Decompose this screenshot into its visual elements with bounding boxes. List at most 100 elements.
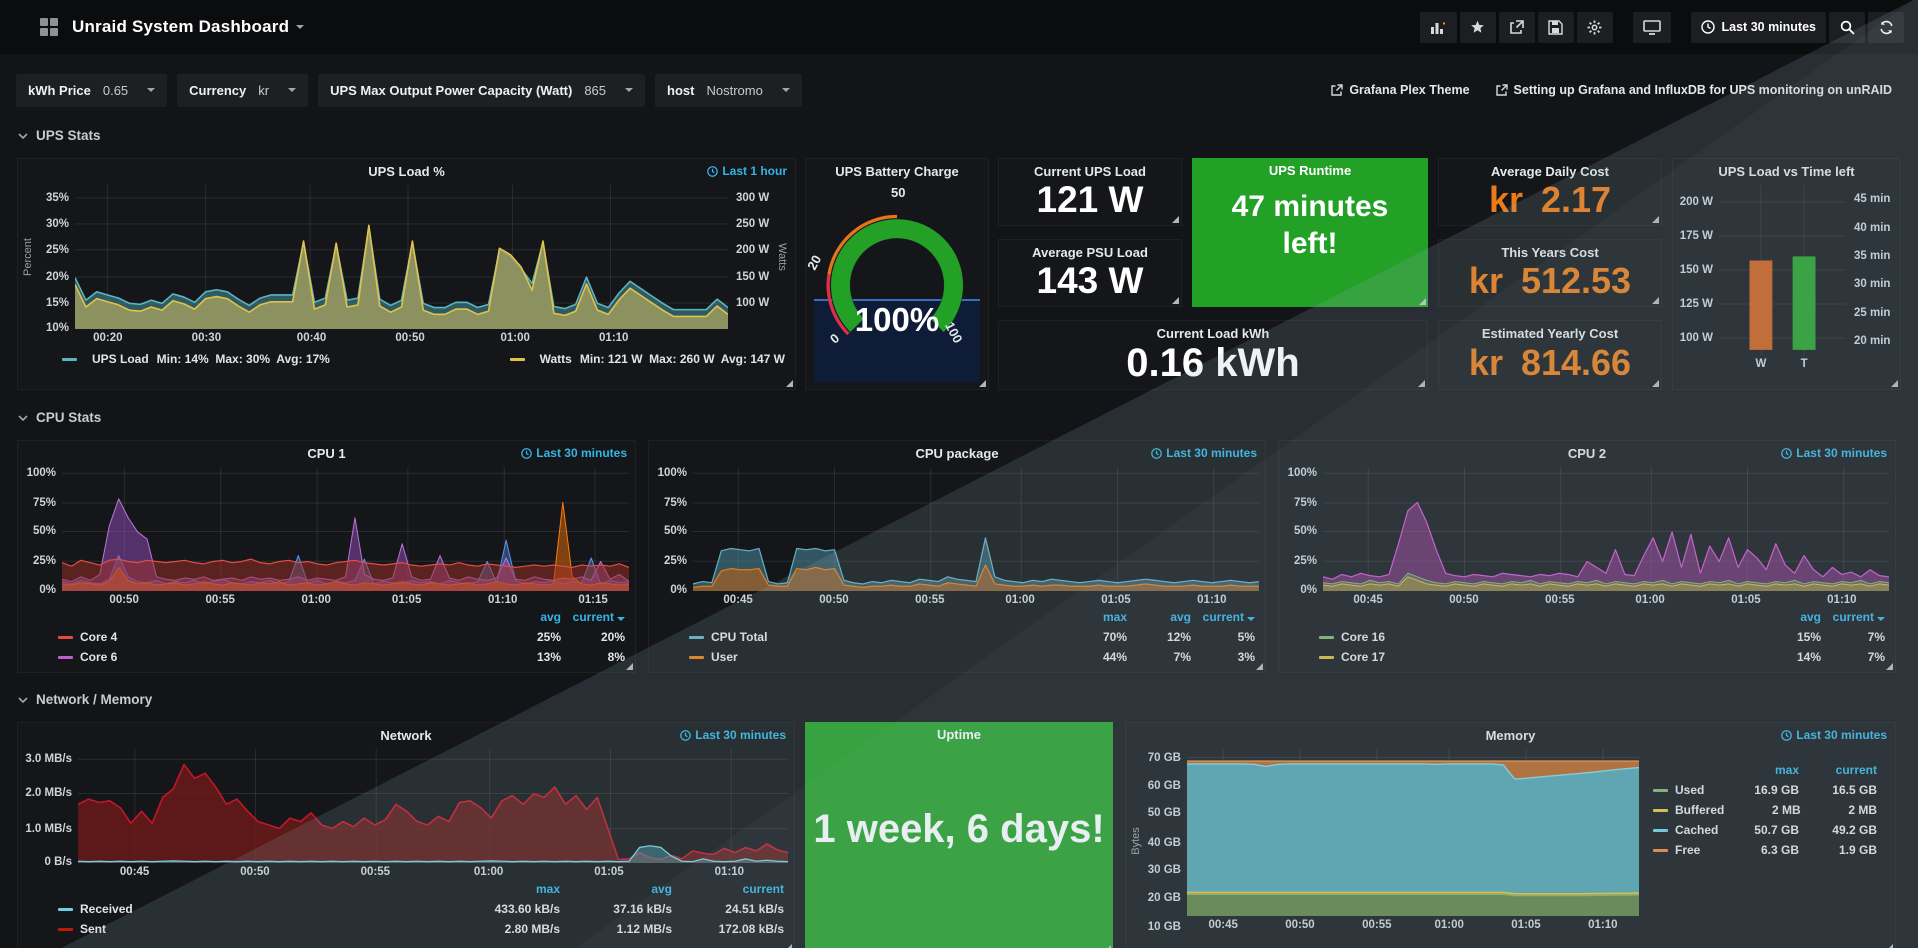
var-value[interactable]: 0.65 [102, 82, 129, 98]
legend-col-avg[interactable]: avg [1170, 610, 1191, 624]
memory-chart[interactable] [1187, 749, 1639, 916]
time-range-badge[interactable]: Last 1 hour [707, 164, 787, 178]
legend-col-max[interactable]: max [1774, 763, 1799, 777]
panel-title[interactable]: Estimated Yearly Cost [1481, 325, 1619, 341]
legend-item-ups-load[interactable]: UPS Load Min: 14% Max: 30% Avg: 17% [62, 352, 330, 366]
legend-col-current[interactable]: current [742, 882, 784, 896]
time-range-badge[interactable]: Last 30 minutes [680, 728, 786, 742]
axis-tick-label: 00:50 [819, 594, 849, 606]
legend-col-avg[interactable]: avg [1800, 610, 1821, 624]
panel-title[interactable]: UPS Load % [368, 163, 445, 179]
series-label[interactable]: Sent [58, 922, 448, 936]
var-value[interactable]: Nostromo [706, 82, 763, 98]
star-button[interactable] [1459, 11, 1496, 43]
var-kwh-price[interactable]: kWh Price 0.65 [16, 73, 168, 107]
add-panel-button[interactable] [1419, 11, 1457, 43]
search-button[interactable] [1829, 11, 1865, 43]
legend-value: 2 MB [1772, 803, 1801, 817]
axis-tick-label: 01:05 [594, 866, 624, 878]
panel-network: Network Last 30 minutes 3.0 MB/s 2.0 MB/s… [17, 722, 795, 948]
legend-col-current[interactable]: current [1821, 610, 1885, 627]
time-range-label: Last 30 minutes [695, 728, 786, 742]
series-label[interactable]: Buffered [1653, 803, 1724, 817]
refresh-button[interactable] [1868, 11, 1904, 43]
series-label[interactable]: Free [1653, 843, 1721, 857]
series-label[interactable]: Core 17 [1319, 650, 1757, 664]
tv-mode-button[interactable] [1632, 11, 1671, 43]
series-label[interactable]: Core 16 [1319, 630, 1757, 644]
panel-title[interactable]: Network [380, 727, 432, 743]
legend-value: 14% [1796, 650, 1821, 664]
section-ups-stats[interactable]: UPS Stats [17, 128, 101, 143]
var-value[interactable]: kr [258, 82, 270, 98]
panel-title[interactable]: This Years Cost [1501, 244, 1599, 260]
var-host[interactable]: host Nostromo [655, 73, 802, 107]
dashboard-title[interactable]: Unraid System Dashboard [72, 17, 290, 36]
panel-title[interactable]: Memory [1485, 727, 1536, 743]
sort-caret-icon [617, 617, 625, 621]
save-button[interactable] [1537, 11, 1574, 43]
section-network-memory[interactable]: Network / Memory [17, 692, 152, 707]
time-range-badge[interactable]: Last 30 minutes [521, 446, 627, 460]
axis-tick-label: 00:55 [915, 594, 945, 606]
legend-value: 20% [600, 630, 625, 644]
axis-tick-label: 01:05 [391, 594, 422, 606]
panel-title[interactable]: UPS Runtime [1268, 162, 1352, 178]
var-currency[interactable]: Currency kr [177, 73, 309, 107]
panel-title[interactable]: UPS Load vs Time left [1718, 163, 1855, 179]
axis-tick-label: 25% [1293, 555, 1317, 568]
panel-average-daily-cost: Average Daily Cost kr 2.17 [1438, 158, 1662, 226]
legend-col-avg[interactable]: avg [651, 882, 672, 896]
series-label[interactable]: Core 4 [58, 630, 497, 644]
save-icon [1548, 19, 1563, 35]
link-ups-monitoring-guide[interactable]: Setting up Grafana and InfluxDB for UPS … [1495, 83, 1892, 97]
panel-title[interactable]: UPS Battery Charge [835, 163, 959, 179]
cpu2-chart[interactable] [1323, 467, 1889, 591]
axis-tick-label: 30% [45, 217, 69, 230]
legend-col-max[interactable]: max [535, 882, 560, 896]
var-ups-max-watt[interactable]: UPS Max Output Power Capacity (Watt) 865 [318, 73, 646, 107]
axis-tick-label: 00:30 [191, 332, 222, 344]
axis-tick-label: 100% [1287, 467, 1317, 480]
panel-title[interactable]: Current Load kWh [1156, 325, 1270, 341]
cpu1-chart[interactable] [62, 467, 629, 591]
time-range-badge[interactable]: Last 30 minutes [1151, 446, 1257, 460]
legend-col-avg[interactable]: avg [540, 610, 561, 624]
legend-item-watts[interactable]: Watts Min: 121 W Max: 260 W Avg: 147 W [509, 352, 785, 366]
section-cpu-stats[interactable]: CPU Stats [17, 410, 101, 425]
panel-title[interactable]: Average PSU Load [1032, 244, 1148, 260]
var-value[interactable]: 865 [584, 82, 607, 98]
ups-load-time-bars[interactable] [1719, 185, 1846, 355]
dashboard-grid-icon[interactable] [40, 18, 58, 36]
link-grafana-plex-theme[interactable]: Grafana Plex Theme [1331, 83, 1470, 97]
series-label[interactable]: Cached [1653, 823, 1721, 837]
panel-cpu-2: CPU 2 Last 30 minutes 100% 75% 50% 25% 0% 00… [1278, 440, 1896, 673]
panel-title[interactable]: CPU 2 [1567, 445, 1607, 461]
title-caret-icon[interactable] [296, 25, 305, 29]
time-range-badge[interactable]: Last 30 minutes [1781, 728, 1887, 742]
cpu-package-chart[interactable] [693, 467, 1259, 591]
series-label[interactable]: User [689, 650, 1063, 664]
share-icon [1510, 19, 1524, 34]
panel-title[interactable]: CPU package [915, 445, 999, 461]
panel-title[interactable]: Uptime [936, 726, 982, 742]
time-range-badge[interactable]: Last 30 minutes [1781, 446, 1887, 460]
series-label[interactable]: Used [1653, 783, 1721, 797]
y-axis-left: 200 W 175 W 150 W 125 W 100 W [1675, 185, 1719, 355]
network-chart[interactable] [78, 749, 788, 863]
ups-load-chart[interactable] [75, 185, 728, 329]
series-label[interactable]: CPU Total [689, 630, 1063, 644]
legend-col-current[interactable]: current [1191, 610, 1255, 627]
series-label[interactable]: Core 6 [58, 650, 497, 664]
panel-title[interactable]: Average Daily Cost [1490, 163, 1609, 179]
settings-button[interactable] [1576, 11, 1613, 43]
legend-col-current[interactable]: current [561, 610, 625, 627]
axis-tick-label: 100 W [736, 297, 770, 310]
panel-title[interactable]: CPU 1 [307, 445, 346, 461]
series-label[interactable]: Received [58, 902, 448, 916]
share-button[interactable] [1498, 11, 1535, 43]
time-range-picker[interactable]: Last 30 minutes [1690, 11, 1826, 43]
panel-title[interactable]: Current UPS Load [1034, 163, 1146, 179]
legend-col-max[interactable]: max [1102, 610, 1127, 624]
legend-col-current[interactable]: current [1835, 763, 1877, 777]
